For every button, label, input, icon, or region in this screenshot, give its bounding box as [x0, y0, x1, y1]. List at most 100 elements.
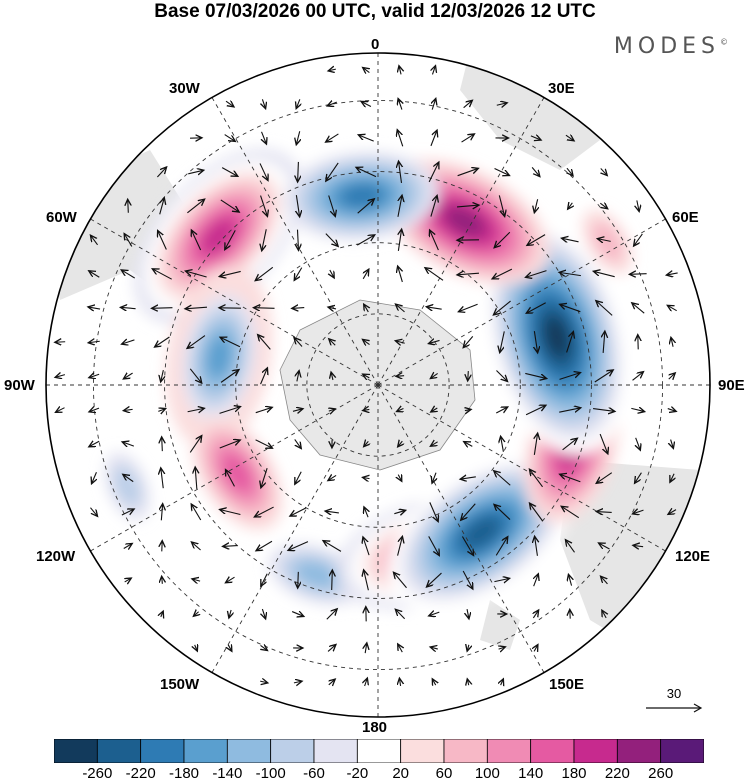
wind-arrow — [363, 409, 370, 410]
anomaly-contour — [201, 218, 236, 255]
wind-arrow — [326, 133, 339, 142]
wind-arrow — [463, 100, 473, 109]
wind-arrow — [498, 195, 504, 216]
wind-arrow — [90, 507, 97, 517]
wind-arrow — [562, 438, 578, 451]
map-title: Base 07/03/2026 00 UTC, valid 12/03/2026… — [154, 1, 596, 22]
colorbar-tick-label: 260 — [648, 765, 674, 782]
wind-arrow — [670, 473, 674, 483]
wind-arrow — [363, 537, 370, 556]
wind-arrow — [495, 537, 508, 556]
wind-arrow — [394, 510, 405, 513]
wind-arrow — [225, 101, 234, 107]
wind-arrow — [461, 134, 475, 143]
wind-arrow — [152, 269, 172, 280]
colorbar-tick-label: 140 — [518, 765, 544, 782]
colorbar-tick-label: -220 — [125, 765, 156, 782]
wind-arrow — [185, 307, 208, 309]
anomaly-contour — [295, 561, 338, 588]
wind-arrow — [500, 331, 505, 352]
wind-arrow — [428, 536, 440, 555]
wind-arrow — [262, 131, 267, 144]
wind-arrow — [398, 266, 403, 283]
wind-arrow — [161, 468, 163, 489]
wind-arrow — [329, 679, 335, 685]
wind-arrow — [223, 546, 238, 547]
wind-arrow — [499, 647, 506, 649]
anomaly-contour — [206, 335, 232, 379]
latitude-circle — [92, 99, 664, 671]
wind-arrow — [534, 331, 537, 353]
wind-arrow — [426, 307, 442, 309]
brand-mark: © — [720, 37, 728, 47]
colorbar-swatch — [226, 739, 272, 763]
wind-arrow — [121, 270, 136, 279]
wind-arrow — [461, 536, 473, 556]
wind-arrow — [330, 269, 334, 278]
wind-arrow — [255, 439, 273, 448]
wind-arrow — [467, 679, 468, 685]
wind-arrow — [219, 407, 241, 414]
wind-arrow — [635, 472, 642, 484]
colorbar-tick-label: 220 — [604, 765, 630, 782]
colorbar-swatch — [54, 739, 98, 763]
wind-arrow — [561, 238, 579, 242]
wind-arrow — [329, 409, 335, 411]
wind-arrow — [397, 408, 404, 411]
wind-arrow — [325, 511, 339, 513]
wind-arrow — [219, 270, 241, 276]
wind-arrow — [432, 472, 436, 484]
wind-arrow — [494, 231, 511, 247]
wind-arrow — [529, 469, 543, 488]
graticule — [46, 53, 710, 717]
wind-arrow — [457, 168, 479, 177]
wind-arrow — [457, 273, 480, 275]
wind-arrow — [398, 441, 403, 447]
wind-arrow — [155, 336, 170, 347]
wind-arrow — [89, 408, 100, 412]
colorbar-swatch — [616, 739, 662, 763]
wind-arrow — [362, 339, 369, 344]
wind-arrow — [363, 269, 369, 280]
wind-arrow — [158, 230, 167, 250]
wind-arrow — [120, 307, 136, 308]
wind-arrow — [429, 612, 440, 616]
wind-arrow — [191, 230, 202, 251]
wind-arrow — [323, 541, 342, 552]
wind-arrow — [492, 268, 513, 279]
wind-arrow — [262, 99, 265, 108]
wind-arrow — [219, 440, 240, 449]
wind-arrow — [261, 468, 268, 488]
wind-arrow — [123, 373, 133, 379]
lon-label-60w: 60W — [46, 209, 77, 226]
wind-arrow — [229, 609, 231, 618]
wind-arrow — [228, 645, 232, 652]
wind-arrow — [567, 167, 573, 176]
wind-arrow — [123, 474, 134, 483]
wind-arrow — [395, 609, 406, 620]
wind-arrow — [123, 409, 133, 410]
colorbar-tick-label: -180 — [168, 765, 200, 782]
wind-arrow — [637, 200, 639, 211]
wind-arrow — [667, 305, 677, 310]
wind-arrow — [261, 645, 268, 650]
wind-arrow — [599, 203, 607, 209]
lon-label-90w: 90W — [4, 377, 35, 394]
wind-arrow — [188, 170, 204, 174]
wind-arrow — [458, 303, 478, 312]
wind-arrow — [493, 300, 511, 315]
wind-arrow — [398, 644, 403, 653]
wind-arrow — [292, 409, 303, 412]
colorbar-swatch — [486, 739, 532, 763]
wind-arrow — [358, 135, 374, 142]
wind-arrow — [89, 374, 100, 377]
wind-arrow — [226, 470, 235, 487]
lon-label-0: 0 — [371, 36, 380, 53]
wind-arrow — [262, 229, 267, 251]
wind-arrow — [494, 578, 509, 581]
modes-logo: MODES© — [614, 34, 728, 59]
wind-arrow — [599, 543, 610, 550]
wind-arrow — [669, 373, 675, 379]
wind-arrow — [468, 370, 469, 381]
